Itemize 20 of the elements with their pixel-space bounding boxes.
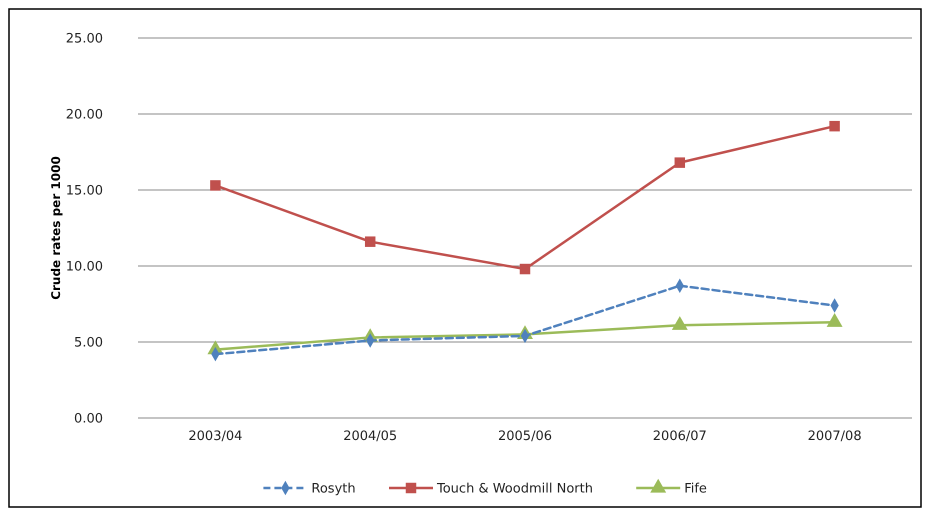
x-tick-label: 2004/05 [343, 429, 398, 444]
point [364, 236, 376, 247]
y-axis-title: Crude rates per 1000 [49, 156, 63, 300]
point [829, 120, 840, 132]
point [520, 264, 530, 274]
y-tick-label: 10.00 [66, 260, 103, 275]
y-tick-label: 20.00 [66, 108, 103, 123]
y-tick-label: 25.00 [66, 32, 103, 47]
x-tick-label: 2006/07 [652, 429, 707, 444]
y-tick-label: 5.00 [74, 336, 103, 351]
x-tick-label: 2005/06 [498, 429, 552, 444]
point [210, 180, 221, 191]
point [674, 157, 686, 168]
y-tick-label: 0.00 [74, 412, 103, 427]
legend-label: Rosyth [311, 482, 356, 497]
legend-label: Fife [684, 482, 707, 497]
y-tick-label: 15.00 [66, 184, 103, 199]
x-tick-label: 2003/04 [188, 429, 242, 444]
x-tick-label: 2007/08 [808, 429, 862, 444]
legend-label: Touch & Woodmill North [436, 482, 593, 497]
